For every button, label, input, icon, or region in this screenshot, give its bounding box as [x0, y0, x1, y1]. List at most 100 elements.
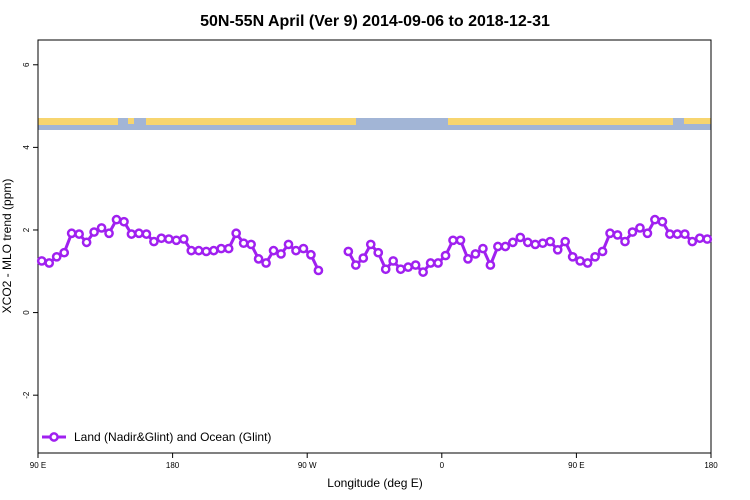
data-point [51, 251, 62, 262]
data-point [223, 243, 234, 254]
land-patch [38, 118, 118, 125]
data-point [665, 229, 675, 239]
x-tick-label: 180 [166, 461, 180, 470]
data-point [403, 262, 413, 272]
chart-title: 50N-55N April (Ver 9) 2014-09-06 to 2018… [200, 13, 550, 30]
data-point [395, 264, 406, 275]
data-point [343, 246, 354, 257]
data-point [687, 236, 698, 247]
land-patch [684, 118, 711, 124]
data-point [679, 229, 690, 239]
data-point [455, 235, 466, 246]
x-tick-label: 90 E [568, 461, 584, 470]
y-tick-label: -2 [22, 391, 31, 399]
y-tick-label: 6 [22, 62, 31, 67]
legend-marker [49, 432, 59, 442]
data-point [268, 245, 279, 256]
x-tick-label: 0 [440, 461, 445, 470]
data-point [171, 235, 182, 246]
data-point [485, 260, 496, 270]
data-point [418, 267, 428, 277]
legend-label: Land (Nadir&Glint) and Ocean (Glint) [74, 430, 271, 444]
x-axis-label: Longitude (deg E) [327, 476, 422, 490]
data-point [694, 233, 705, 244]
data-point [575, 256, 585, 266]
data-point [164, 234, 174, 244]
data-point [246, 239, 256, 250]
data-point [66, 228, 77, 239]
data-point [702, 234, 713, 244]
data-point [530, 239, 541, 250]
x-tick-label: 180 [704, 461, 718, 470]
y-tick-label: 0 [22, 310, 31, 315]
data-point [283, 239, 294, 250]
plot-frame [37, 39, 712, 454]
land-ocean-band [38, 118, 711, 130]
data-point [276, 249, 286, 259]
data-point [238, 238, 249, 249]
y-tick-label: 4 [22, 145, 31, 150]
data-point [74, 229, 84, 239]
data-point [380, 264, 391, 275]
data-point [126, 229, 137, 239]
data-point [186, 245, 197, 256]
data-point [208, 245, 219, 256]
data-point [522, 237, 533, 248]
data-point [231, 228, 242, 239]
data-point [59, 247, 70, 258]
data-point [193, 245, 204, 256]
data-point [605, 228, 615, 239]
data-point [104, 228, 114, 239]
data-point [36, 256, 47, 266]
data-point [582, 258, 593, 268]
data-point [515, 232, 526, 243]
data-point [440, 250, 451, 261]
data-point [612, 230, 623, 240]
data-point [149, 236, 159, 247]
data-point [365, 239, 376, 250]
land-patch [146, 118, 356, 125]
data-point [261, 258, 271, 268]
y-axis-label: XCO2 - MLO trend (ppm) [0, 179, 14, 314]
data-point [373, 247, 384, 258]
data-point [635, 223, 645, 233]
data-point [111, 214, 122, 225]
data-point [119, 216, 129, 227]
data-point [141, 229, 152, 239]
y-tick-label: 2 [22, 227, 31, 232]
data-point [448, 235, 458, 246]
data-point [463, 254, 473, 264]
data-point [425, 258, 436, 268]
x-tick-label: 90 E [30, 461, 46, 470]
x-tick-label: 90 W [298, 461, 317, 470]
data-point [350, 260, 361, 270]
data-point [81, 237, 92, 248]
data-point [358, 253, 369, 263]
land-patch [448, 118, 673, 125]
data-point [657, 216, 668, 227]
data-point [216, 243, 227, 254]
data-point [672, 229, 683, 239]
data-point [545, 236, 556, 247]
land-patch [128, 118, 134, 124]
data-point [597, 246, 608, 257]
data-point [507, 237, 518, 248]
data-point [627, 227, 638, 237]
data-point [96, 223, 107, 233]
data-point [433, 258, 443, 268]
data-point [44, 258, 55, 268]
data-point [590, 251, 600, 262]
data-point [298, 243, 309, 254]
data-point [306, 249, 316, 260]
data-point [410, 260, 421, 270]
data-point [560, 236, 571, 247]
data-point [89, 227, 99, 237]
data-point [650, 214, 660, 225]
data-point [134, 228, 144, 239]
data-point [552, 244, 563, 255]
data-point [537, 238, 548, 249]
data-point [156, 233, 167, 244]
data-point [620, 236, 630, 247]
data-point [567, 251, 578, 262]
